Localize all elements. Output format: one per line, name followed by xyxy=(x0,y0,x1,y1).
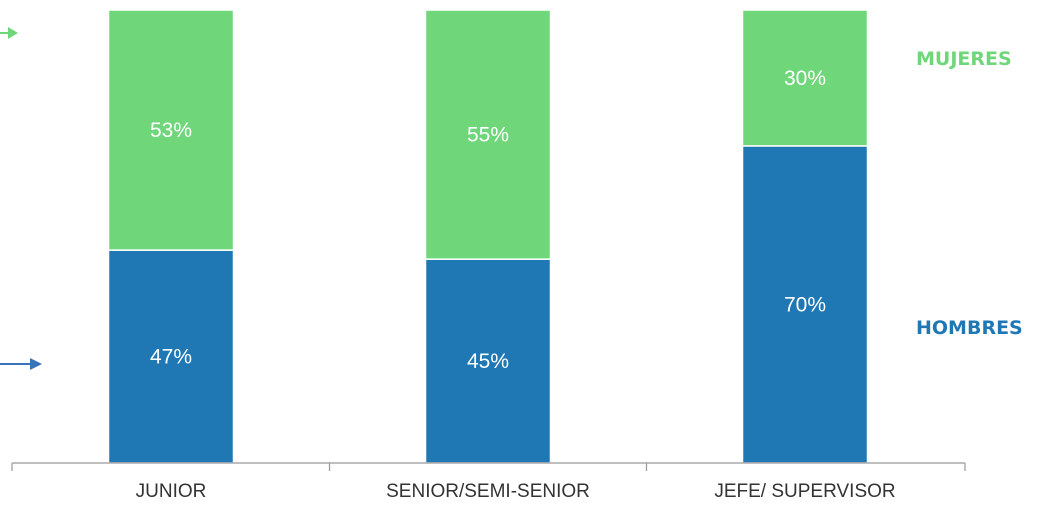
bar-hombres-3 xyxy=(741,145,869,464)
data-label-hombres-1: 47% xyxy=(150,346,192,369)
x-axis xyxy=(11,462,966,471)
bar-mujeres-2 xyxy=(424,9,552,260)
legend: MUJERES HOMBRES xyxy=(916,48,1023,339)
arrow-hombres-icon xyxy=(0,358,42,370)
category-label-3: JEFE/ SUPERVISOR xyxy=(714,481,895,502)
data-label-mujeres-1: 53% xyxy=(150,119,192,142)
legend-arrows xyxy=(0,27,42,370)
bar-mujeres-1 xyxy=(107,9,235,251)
data-label-hombres-2: 45% xyxy=(467,350,509,373)
legend-label-mujeres: MUJERES xyxy=(916,48,1012,70)
category-label-2: SENIOR/SEMI-SENIOR xyxy=(386,481,590,502)
arrow-mujeres-icon xyxy=(0,27,18,39)
category-label-1: JUNIOR xyxy=(136,481,207,502)
data-label-mujeres-2: 55% xyxy=(467,124,509,147)
data-label-mujeres-3: 30% xyxy=(784,67,826,90)
category-labels: JUNIOR SENIOR/SEMI-SENIOR JEFE/ SUPERVISOR xyxy=(136,481,896,502)
data-label-hombres-3: 70% xyxy=(784,293,826,316)
legend-label-hombres: HOMBRES xyxy=(916,317,1023,339)
bar-mujeres-3 xyxy=(741,9,869,147)
bar-hombres-1 xyxy=(107,249,235,464)
bars-group: 47% 53% 45% 55% 70% 30% xyxy=(107,9,869,464)
